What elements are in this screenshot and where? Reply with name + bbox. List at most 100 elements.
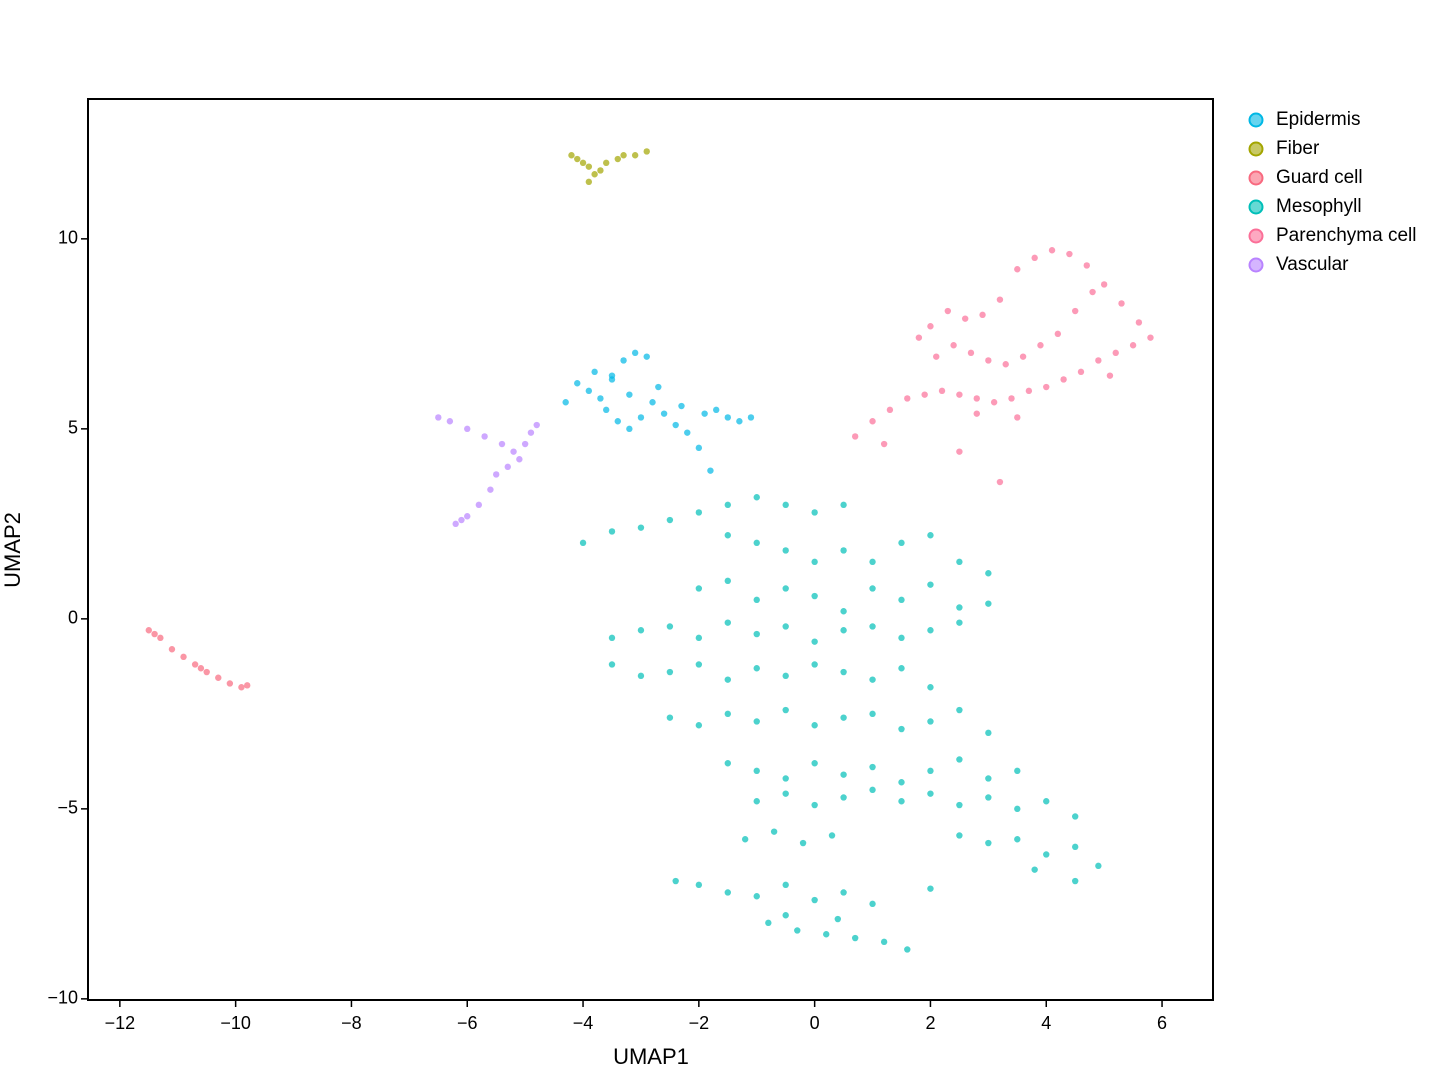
y-tick-label: −5: [57, 798, 78, 818]
point: [927, 532, 934, 539]
point: [637, 414, 645, 421]
point: [753, 893, 760, 900]
point: [753, 596, 760, 604]
point: [660, 410, 668, 417]
point: [695, 722, 703, 729]
point: [1025, 387, 1033, 395]
point: [753, 494, 760, 501]
point: [724, 760, 731, 767]
x-tick-label: −6: [457, 1013, 478, 1033]
point: [1089, 288, 1096, 296]
point: [782, 547, 789, 554]
point: [898, 665, 905, 672]
point: [695, 661, 703, 668]
point: [1002, 361, 1009, 368]
point: [533, 421, 540, 429]
point: [504, 463, 511, 471]
point: [904, 946, 911, 953]
point: [851, 934, 859, 942]
point: [840, 627, 847, 634]
point: [1112, 349, 1119, 357]
point: [626, 425, 633, 433]
y-tick-label: −10: [47, 988, 78, 1008]
x-tick-label: 2: [925, 1013, 935, 1033]
point: [1014, 266, 1021, 273]
point: [753, 798, 760, 805]
point: [990, 399, 998, 406]
point: [782, 501, 789, 509]
point: [765, 919, 772, 927]
x-tick-label: −10: [220, 1013, 251, 1033]
point: [921, 391, 928, 398]
point: [585, 163, 593, 170]
plot-frame: [87, 98, 1214, 1001]
legend-label: Guard cell: [1276, 167, 1363, 188]
points-layer: [145, 148, 1154, 953]
point: [985, 794, 992, 801]
point: [631, 349, 639, 357]
point: [915, 334, 923, 341]
point: [597, 167, 604, 174]
point: [811, 509, 818, 516]
point: [695, 585, 703, 592]
point: [1147, 334, 1154, 341]
point: [695, 881, 703, 889]
point: [1043, 383, 1050, 391]
point: [747, 414, 755, 421]
y-tick-label: 10: [58, 228, 78, 248]
point: [979, 311, 986, 319]
point: [643, 148, 650, 155]
legend-marker: [1248, 199, 1264, 215]
x-tick-label: 4: [1041, 1013, 1051, 1033]
point: [961, 315, 969, 322]
point: [695, 509, 703, 516]
point: [1077, 368, 1085, 376]
point: [973, 395, 980, 402]
point: [927, 581, 934, 588]
point: [782, 775, 789, 782]
point: [724, 414, 731, 421]
point: [724, 501, 731, 509]
point: [840, 794, 847, 801]
point: [614, 155, 621, 163]
point: [811, 722, 818, 729]
point: [516, 456, 523, 463]
point: [1031, 254, 1038, 262]
point: [695, 444, 703, 452]
point: [510, 448, 517, 455]
point: [724, 676, 731, 683]
point: [591, 171, 598, 178]
point: [794, 927, 801, 934]
point: [1106, 372, 1114, 379]
point: [811, 801, 818, 809]
point: [1037, 342, 1044, 349]
point: [898, 779, 905, 786]
legend-label: Vascular: [1276, 254, 1349, 275]
point: [678, 402, 685, 410]
point: [967, 349, 975, 357]
point: [782, 672, 789, 680]
point: [956, 391, 963, 398]
point: [840, 668, 847, 676]
point: [1014, 767, 1021, 775]
point: [1118, 300, 1125, 307]
point: [782, 585, 789, 592]
point: [701, 410, 708, 417]
point: [226, 680, 234, 687]
point: [927, 767, 934, 775]
point: [782, 912, 789, 919]
point: [944, 307, 952, 315]
y-tick-label: 0: [68, 608, 78, 628]
point: [244, 682, 251, 689]
point: [464, 425, 471, 433]
point: [151, 630, 158, 638]
point: [1019, 353, 1027, 360]
point: [869, 900, 876, 908]
point: [724, 532, 731, 539]
point: [608, 376, 616, 383]
point: [157, 634, 164, 642]
point: [1071, 813, 1079, 820]
x-tick-label: −4: [573, 1013, 594, 1033]
point: [1095, 862, 1102, 870]
